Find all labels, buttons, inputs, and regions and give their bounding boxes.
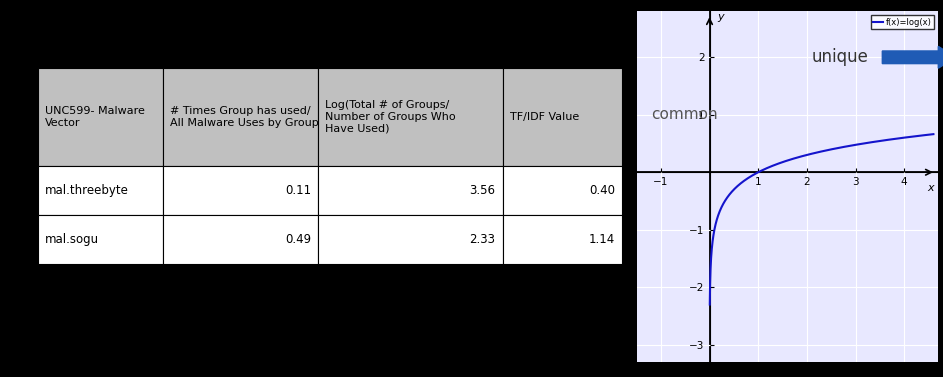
f(x)=log(x) xyxy=(928,132,939,136)
Bar xyxy=(503,215,622,264)
Text: 0.11: 0.11 xyxy=(285,184,311,197)
Line: f(x)=log(x): f(x)=log(x) xyxy=(710,134,934,305)
Text: y: y xyxy=(717,12,723,22)
f(x)=log(x) xyxy=(704,302,716,307)
f(x)=log(x) xyxy=(921,133,933,137)
Bar xyxy=(163,166,319,215)
Text: # Times Group has used/
All Malware Uses by Group: # Times Group has used/ All Malware Uses… xyxy=(171,106,319,128)
Text: Log(Total # of Groups/
Number of Groups Who
Have Used): Log(Total # of Groups/ Number of Groups … xyxy=(325,100,456,133)
Bar xyxy=(38,166,163,215)
Text: 0.49: 0.49 xyxy=(285,233,311,246)
Text: UNC599- Malware
Vector: UNC599- Malware Vector xyxy=(44,106,144,128)
Text: TF/IDF Value: TF/IDF Value xyxy=(509,112,579,122)
Text: 0.40: 0.40 xyxy=(589,184,616,197)
f(x)=log(x) xyxy=(807,151,819,156)
Bar xyxy=(319,166,503,215)
Text: 3.56: 3.56 xyxy=(470,184,495,197)
f(x)=log(x) xyxy=(716,206,727,210)
Text: mal.threebyte: mal.threebyte xyxy=(44,184,128,197)
FancyArrow shape xyxy=(883,46,943,68)
Bar xyxy=(163,68,319,166)
f(x)=log(x) xyxy=(880,138,891,143)
Bar xyxy=(38,68,163,166)
Text: common: common xyxy=(651,107,718,122)
Text: x: x xyxy=(928,182,935,193)
Bar xyxy=(319,215,503,264)
Text: 1.14: 1.14 xyxy=(589,233,616,246)
Bar xyxy=(503,166,622,215)
Bar xyxy=(163,215,319,264)
Text: mal.sogu: mal.sogu xyxy=(44,233,99,246)
Bar xyxy=(319,68,503,166)
Text: 2.33: 2.33 xyxy=(470,233,495,246)
f(x)=log(x) xyxy=(813,150,824,155)
Legend: f(x)=log(x): f(x)=log(x) xyxy=(870,15,935,29)
Bar xyxy=(503,68,622,166)
Bar xyxy=(38,215,163,264)
Text: unique: unique xyxy=(812,48,869,66)
f(x)=log(x) xyxy=(921,133,933,137)
